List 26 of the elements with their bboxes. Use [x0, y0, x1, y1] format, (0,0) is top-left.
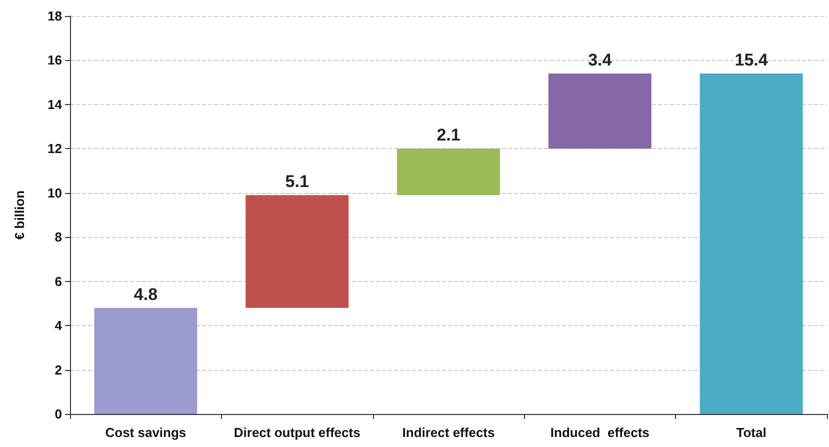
data-label: 4.8	[134, 284, 158, 304]
x-tick-label: Cost savings	[105, 425, 186, 440]
y-tick-label: 8	[54, 230, 62, 245]
y-tick-label: 0	[54, 406, 62, 422]
bar	[246, 195, 349, 308]
bar	[397, 148, 500, 196]
y-tick-label: 16	[48, 52, 62, 68]
data-label: 3.4	[588, 50, 612, 70]
bar	[548, 73, 652, 149]
data-label: 5.1	[285, 172, 309, 192]
y-tick-label: 4	[54, 318, 63, 334]
x-tick-label: Direct output effects	[234, 425, 360, 440]
x-tick-label: Induced effects	[550, 425, 650, 440]
y-tick-label: 12	[48, 141, 62, 156]
data-label: 2.1	[436, 126, 460, 145]
bar	[94, 308, 198, 414]
y-axis-title: € billion	[12, 190, 27, 240]
y-tick-label: 6	[54, 274, 62, 289]
data-label: 15.4	[734, 50, 768, 70]
y-tick-label: 18	[48, 8, 62, 24]
y-tick-label: 2	[54, 362, 62, 378]
x-tick-label: Total	[736, 425, 766, 440]
bar	[700, 73, 803, 414]
y-tick-label: 10	[48, 185, 62, 200]
y-tick-label: 14	[48, 96, 63, 112]
x-tick-label: Indirect effects	[402, 425, 495, 440]
